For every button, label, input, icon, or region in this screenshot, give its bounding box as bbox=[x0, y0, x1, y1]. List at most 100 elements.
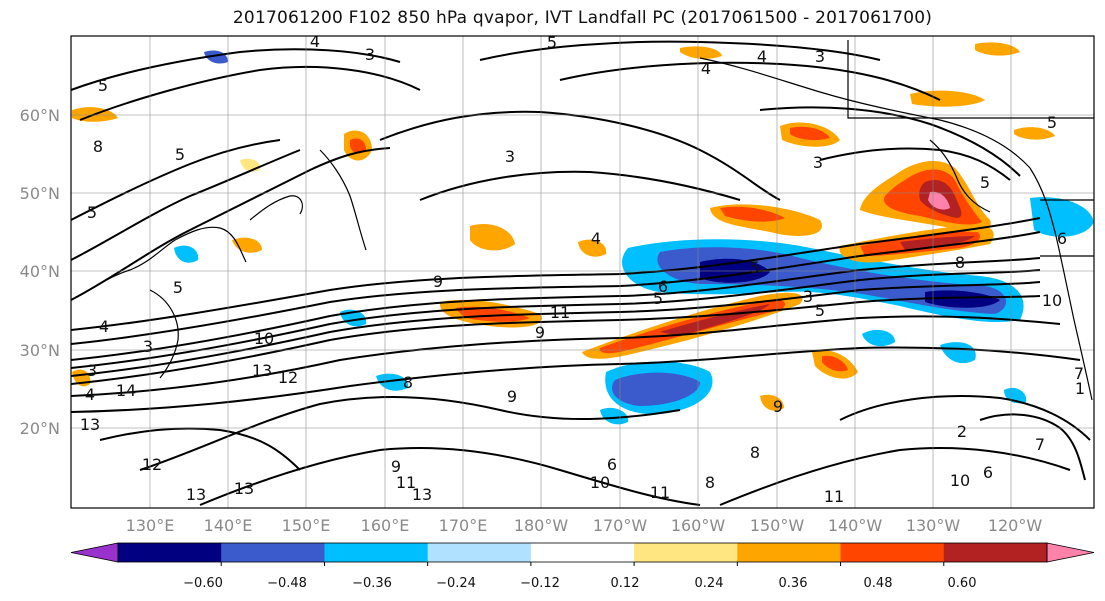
coastline bbox=[847, 40, 1094, 119]
contour-label: 4 bbox=[99, 317, 109, 336]
contour-label: 8 bbox=[705, 473, 715, 492]
lat-label: 50°N bbox=[20, 184, 60, 203]
colorbar-tick-label: 0.24 bbox=[695, 576, 724, 591]
lat-label: 30°N bbox=[20, 341, 60, 360]
colorbar-segment bbox=[840, 543, 945, 562]
lon-label: 130°E bbox=[126, 516, 175, 535]
contour-line bbox=[199, 447, 701, 506]
contour-line bbox=[479, 40, 881, 61]
contour-label: 11 bbox=[824, 487, 844, 506]
colorbar-frame bbox=[117, 542, 1048, 563]
contour-label: 5 bbox=[815, 301, 825, 320]
contour-line bbox=[759, 106, 1021, 177]
contour-line bbox=[71, 269, 1041, 369]
contour-label: 12 bbox=[278, 368, 298, 387]
lon-label: 170°E bbox=[439, 516, 488, 535]
contour-label: 6 bbox=[607, 455, 617, 474]
contour-line bbox=[559, 61, 941, 101]
contour-line bbox=[71, 231, 1041, 345]
positive-anomaly-patch bbox=[470, 224, 515, 251]
colorbar-segment bbox=[943, 543, 1048, 562]
contour-line bbox=[79, 65, 421, 121]
contour-label: 5 bbox=[547, 33, 557, 52]
contour-line bbox=[139, 395, 681, 471]
lon-label: 180°W bbox=[514, 516, 569, 535]
contour-label: 8 bbox=[750, 443, 760, 462]
lon-label: 150°E bbox=[282, 516, 331, 535]
contour-label: 5 bbox=[750, 258, 760, 277]
coastlines bbox=[71, 40, 1094, 401]
gridlines bbox=[71, 36, 1094, 508]
contour-line bbox=[71, 295, 1041, 385]
colorbar-tick-label: −0.24 bbox=[436, 576, 476, 591]
contour-line bbox=[71, 346, 1081, 413]
contour-label: 10 bbox=[254, 329, 274, 348]
colorbar bbox=[70, 542, 1095, 566]
contour-label: 13 bbox=[186, 485, 206, 504]
contour-label: 13 bbox=[252, 361, 272, 380]
colorbar-ticks: −0.60 −0.48 −0.36 −0.24 −0.12 0.12 0.24 … bbox=[183, 576, 976, 591]
positive-anomaly-patch bbox=[720, 206, 785, 222]
colorbar-tick-label: 0.48 bbox=[864, 576, 893, 591]
contour-line bbox=[71, 217, 1041, 331]
map-title: 2017061200 F102 850 hPa qvapor, IVT Land… bbox=[232, 8, 933, 28]
contour-label: 3 bbox=[365, 45, 375, 64]
contour-label: 11 bbox=[396, 473, 416, 492]
colorbar-tick-label: 0.60 bbox=[948, 576, 977, 591]
colorbar-segment bbox=[427, 543, 532, 562]
contour-label: 6 bbox=[658, 277, 668, 296]
positive-anomaly-patch bbox=[822, 355, 848, 372]
contour-label: 13 bbox=[80, 415, 100, 434]
lon-label: 140°W bbox=[828, 516, 883, 535]
positive-anomaly-patch bbox=[350, 138, 366, 154]
contour-label: 7 bbox=[1035, 435, 1045, 454]
coastline bbox=[319, 149, 367, 251]
positive-anomaly-patch bbox=[455, 306, 530, 322]
contour-label: 4 bbox=[310, 32, 320, 51]
contour-label: 5 bbox=[173, 278, 183, 297]
contour-label: 4 bbox=[757, 47, 767, 66]
positive-anomaly-patch bbox=[790, 126, 830, 141]
contour-label: 6 bbox=[1057, 229, 1067, 248]
contour-line bbox=[71, 257, 1041, 361]
contour-label: 1 bbox=[1075, 379, 1085, 398]
contour-label: 4 bbox=[701, 59, 711, 78]
colorbar-tick-label: −0.36 bbox=[352, 576, 392, 591]
contour-line bbox=[99, 427, 301, 471]
coastline bbox=[1029, 167, 1093, 401]
contour-line bbox=[379, 110, 781, 201]
lat-label: 40°N bbox=[20, 262, 60, 281]
lon-label: 150°W bbox=[750, 516, 805, 535]
contour-label: 4 bbox=[85, 385, 95, 404]
contour-line bbox=[71, 139, 281, 221]
colorbar-tick-label: 0.36 bbox=[779, 576, 808, 591]
plot-frame bbox=[70, 35, 1095, 509]
contour-label: 3 bbox=[815, 47, 825, 66]
contour-line bbox=[71, 315, 1061, 397]
contour-label: 10 bbox=[590, 473, 610, 492]
contour-label: 5 bbox=[653, 289, 663, 308]
contour-label: 9 bbox=[433, 272, 443, 291]
contour-line bbox=[71, 48, 401, 91]
positive-anomaly-patch bbox=[660, 304, 770, 336]
contour-label: 3 bbox=[803, 287, 813, 306]
lat-label: 20°N bbox=[20, 419, 60, 438]
negative-anomaly-patch bbox=[600, 407, 629, 425]
negative-anomaly-patch bbox=[174, 245, 199, 263]
positive-anomaly-patch bbox=[240, 158, 261, 172]
colorbar-segment bbox=[118, 543, 222, 562]
negative-anomaly-patch bbox=[1030, 197, 1094, 237]
coastline bbox=[929, 139, 991, 213]
contour-label: 3 bbox=[505, 147, 515, 166]
ivt-contours bbox=[71, 40, 1091, 506]
coastline bbox=[699, 57, 1031, 169]
contour-label: 9 bbox=[391, 457, 401, 476]
contour-label: 8 bbox=[955, 253, 965, 272]
contour-label: 3 bbox=[143, 337, 153, 356]
lon-label: 120°W bbox=[988, 516, 1043, 535]
lon-label: 140°E bbox=[204, 516, 253, 535]
contour-label: 5 bbox=[98, 76, 108, 95]
contour-label: 5 bbox=[1047, 113, 1057, 132]
contour-label: 10 bbox=[950, 471, 970, 490]
